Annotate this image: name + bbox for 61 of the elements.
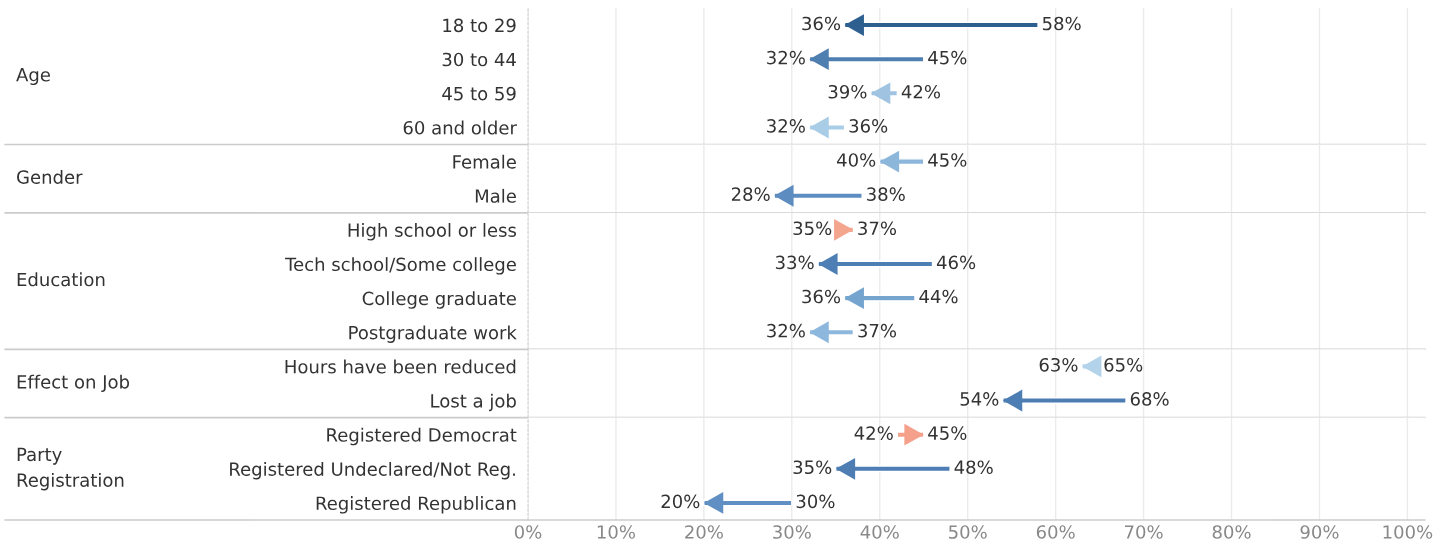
annotation: 38% <box>867 187 905 201</box>
y-tick-label: 30 to 44 <box>442 52 516 67</box>
y-tick-label: Registered Republican <box>316 496 516 514</box>
y-axis-title: Effect on Job <box>17 374 130 393</box>
y-tick-label: Male <box>475 188 516 203</box>
y-tick-label: Registered Undeclared/Not Reg. <box>230 461 515 480</box>
y-tick-label: Registered Democrat <box>327 427 517 446</box>
x-tick-label: 100% <box>1383 525 1433 539</box>
annotation: 42% <box>854 426 893 440</box>
x-tick-label: 30% <box>773 525 811 539</box>
y-axis-title: Education <box>17 272 105 287</box>
annotation: 58% <box>1042 16 1081 31</box>
y-tick-label: Postgraduate work <box>349 325 517 343</box>
y-tick-label: Female <box>453 154 516 169</box>
y-axis-title: Age <box>16 68 50 85</box>
annotation: 33% <box>775 255 814 270</box>
x-tick-label: 10% <box>597 525 636 539</box>
annotation: 32% <box>767 323 805 338</box>
annotation: 45% <box>928 50 967 65</box>
annotation: 54% <box>960 392 999 406</box>
x-tick-label: 60% <box>1036 525 1075 539</box>
annotation: 36% <box>849 119 888 133</box>
y-tick-label: Hours have been reduced <box>285 359 516 374</box>
annotation: 37% <box>858 323 897 338</box>
annotation: 35% <box>793 221 832 236</box>
annotation: 36% <box>802 16 841 31</box>
annotation: 28% <box>731 187 770 201</box>
annotation: 40% <box>837 153 876 167</box>
annotation: 42% <box>901 84 941 99</box>
x-tick-label: 70% <box>1125 525 1163 539</box>
annotation: 37% <box>858 221 897 236</box>
y-axis-title: Gender <box>17 169 83 184</box>
annotation: 44% <box>919 289 958 304</box>
annotation: 63% <box>1039 357 1078 372</box>
x-tick-label: 20% <box>685 525 723 539</box>
y-tick-label: 60 and older <box>403 120 517 135</box>
x-tick-label: 90% <box>1300 525 1339 539</box>
y-axis-title: Party Registration <box>17 447 124 491</box>
y-tick-label: Tech school/Some college <box>285 257 516 275</box>
annotation: 45% <box>928 426 967 440</box>
annotation: 68% <box>1130 392 1169 406</box>
y-tick-label: College graduate <box>362 291 516 309</box>
x-tick-label: 80% <box>1212 525 1251 539</box>
annotation: 45% <box>928 153 967 167</box>
y-tick-label: High school or less <box>348 223 517 241</box>
y-tick-label: 18 to 29 <box>443 18 516 33</box>
annotation: 36% <box>802 289 841 304</box>
annotation: 35% <box>793 460 832 475</box>
x-tick-label: 40% <box>860 525 899 539</box>
annotation: 48% <box>954 460 993 475</box>
y-tick-label: 45 to 59 <box>442 86 516 101</box>
annotation: 32% <box>767 119 805 133</box>
annotation: 39% <box>828 84 867 99</box>
y-tick-label: Lost a job <box>431 393 516 412</box>
x-tick-label: 0% <box>514 525 542 539</box>
annotation: 32% <box>767 50 805 65</box>
annotation: 65% <box>1104 357 1143 372</box>
annotation: 30% <box>796 494 835 509</box>
annotation: 46% <box>936 255 976 270</box>
x-tick-label: 50% <box>949 525 987 539</box>
annotation: 20% <box>661 494 700 509</box>
